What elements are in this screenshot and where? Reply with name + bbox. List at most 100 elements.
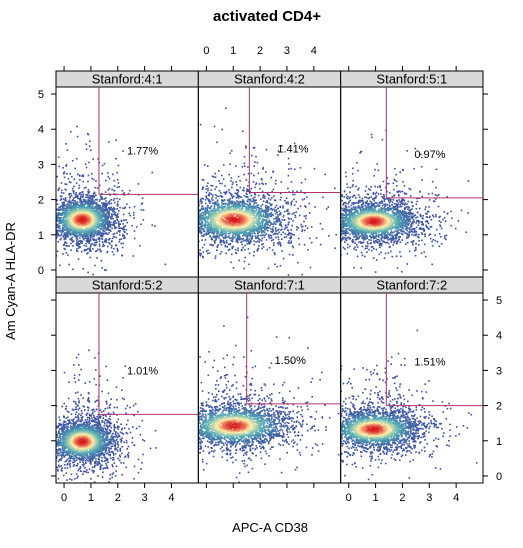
data-point (96, 230, 99, 232)
data-point (95, 216, 98, 219)
data-point (241, 231, 243, 234)
data-point (226, 204, 229, 207)
data-point (107, 225, 109, 228)
data-point (190, 200, 192, 202)
data-point (255, 182, 258, 184)
data-point (244, 244, 246, 247)
data-point (106, 222, 108, 224)
data-point (62, 230, 64, 233)
data-point (41, 219, 43, 221)
data-point (262, 220, 265, 223)
data-point (237, 228, 240, 231)
data-point (252, 212, 255, 214)
data-point (293, 168, 296, 171)
data-point (229, 203, 232, 205)
data-point (75, 192, 77, 194)
data-point (78, 240, 80, 242)
data-point (262, 196, 264, 199)
data-point (76, 240, 78, 242)
data-point (72, 219, 74, 222)
data-point (208, 210, 210, 213)
data-point (199, 123, 202, 126)
data-point (78, 197, 81, 200)
data-point (245, 233, 247, 236)
data-point (287, 242, 290, 244)
data-point (53, 190, 55, 192)
data-point (265, 171, 267, 173)
data-point (172, 218, 174, 220)
data-point (72, 222, 75, 224)
data-point (189, 211, 191, 213)
data-point (231, 202, 233, 205)
data-point (242, 234, 245, 236)
data-point (193, 224, 195, 226)
data-point (70, 230, 73, 232)
data-point (79, 197, 82, 200)
data-point (56, 214, 59, 217)
data-point (87, 213, 89, 216)
data-point (142, 219, 145, 221)
data-point (300, 190, 302, 192)
data-point (290, 229, 292, 231)
data-point (70, 194, 73, 197)
data-point (237, 197, 240, 199)
data-point (224, 185, 226, 187)
data-point (44, 231, 46, 233)
data-point (150, 269, 152, 271)
data-point (248, 263, 250, 266)
data-point (213, 215, 215, 217)
data-point (90, 243, 92, 246)
data-point (222, 203, 225, 205)
data-point (52, 208, 54, 210)
data-point (73, 211, 75, 214)
data-point (87, 201, 89, 203)
data-point (102, 202, 104, 205)
data-point (58, 234, 61, 237)
data-point (237, 190, 240, 192)
data-point (199, 229, 202, 232)
data-point (103, 198, 106, 200)
data-point (28, 241, 30, 243)
data-point (257, 234, 260, 237)
data-point (203, 225, 206, 228)
data-point (246, 238, 248, 241)
data-point (277, 238, 280, 241)
data-point (277, 233, 279, 235)
data-point (204, 233, 207, 235)
data-point (101, 221, 104, 223)
data-point (228, 173, 230, 176)
data-point (227, 230, 229, 232)
data-point (108, 241, 110, 244)
data-point (250, 206, 253, 208)
data-point (94, 207, 97, 209)
data-point (85, 239, 88, 242)
data-point (188, 227, 190, 229)
data-point (291, 213, 294, 215)
data-point (109, 223, 112, 226)
data-point (106, 220, 108, 222)
data-point (244, 211, 246, 214)
data-point (56, 220, 58, 223)
data-point (102, 212, 104, 214)
data-point (91, 173, 93, 175)
data-point (256, 212, 258, 214)
data-point (268, 194, 271, 197)
data-point (224, 237, 227, 240)
data-point (108, 200, 111, 202)
data-point (97, 238, 100, 240)
data-point (105, 207, 108, 209)
data-point (113, 208, 116, 210)
data-point (206, 209, 209, 212)
data-point (193, 222, 195, 224)
data-point (60, 219, 63, 222)
data-point (56, 250, 59, 253)
data-point (106, 219, 108, 221)
data-point (66, 232, 68, 234)
data-point (67, 234, 69, 237)
data-point (215, 223, 218, 225)
data-point (202, 212, 205, 214)
data-point (234, 231, 237, 233)
data-point (76, 196, 78, 198)
data-point (86, 194, 89, 196)
data-point (90, 149, 92, 152)
